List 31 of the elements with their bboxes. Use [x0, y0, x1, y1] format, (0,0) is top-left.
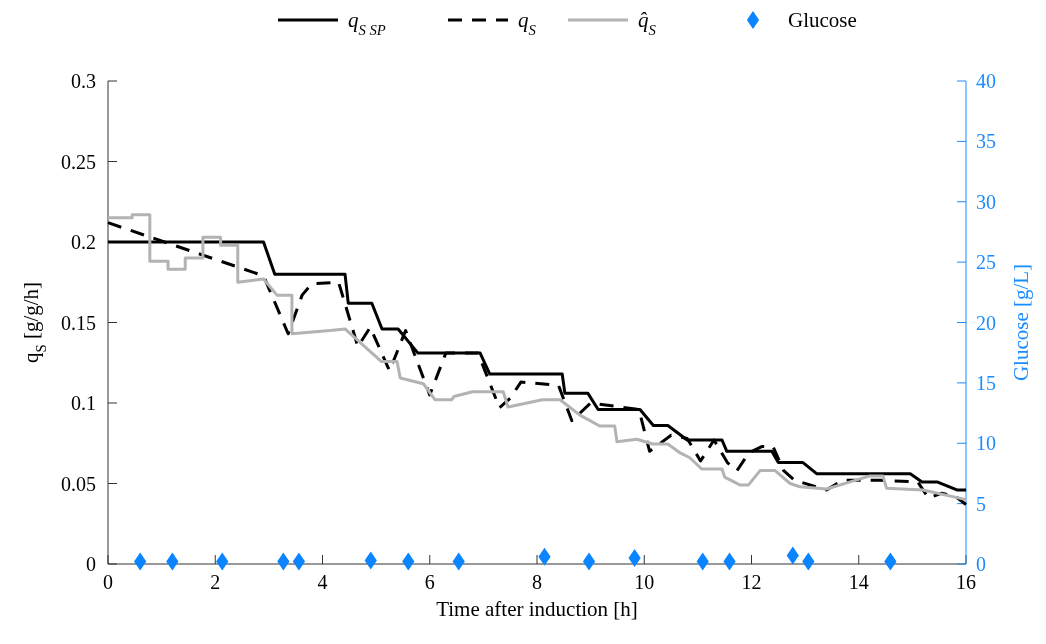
x-tick-label: 8 [532, 571, 542, 593]
legend-label: q̂$_{S}$ [638, 8, 657, 38]
y2-tick-label: 30 [976, 190, 996, 213]
y-tick-label: 0.3 [71, 70, 96, 92]
x-tick-label: 6 [424, 571, 435, 593]
x-tick-label: 14 [848, 571, 869, 593]
y-tick-label: 0.1 [71, 392, 96, 414]
legend-label: q$_{S SP}$ [348, 8, 386, 38]
x-axis-title: Time after induction [h] [436, 597, 638, 621]
legend-label: q$_{S}$ [518, 8, 537, 38]
y2-tick-label: 10 [976, 432, 996, 455]
y-tick-label: 0.05 [61, 472, 96, 495]
x-tick-label: 4 [317, 571, 328, 593]
y2-tick-label: 15 [976, 371, 996, 394]
x-tick-label: 2 [210, 571, 221, 593]
y2-tick-label: 0 [976, 553, 986, 575]
x-tick-label: 16 [956, 571, 976, 593]
y2-tick-label: 5 [976, 492, 986, 515]
y2-tick-label: 35 [976, 130, 996, 153]
x-tick-label: 10 [634, 571, 655, 593]
legend-label: Glucose [788, 8, 857, 32]
y-tick-label: 0.2 [71, 231, 96, 253]
y-tick-label: 0.25 [61, 150, 96, 173]
x-tick-label: 12 [741, 571, 762, 593]
y2-axis-title: Glucose [g/L] [1009, 263, 1033, 382]
y-tick-label: 0.15 [61, 311, 96, 334]
y-tick-label: 0 [86, 553, 96, 575]
y2-tick-label: 40 [976, 70, 996, 92]
x-tick-label: 0 [103, 571, 113, 593]
y2-tick-label: 20 [976, 311, 996, 334]
y2-tick-label: 25 [976, 251, 996, 274]
